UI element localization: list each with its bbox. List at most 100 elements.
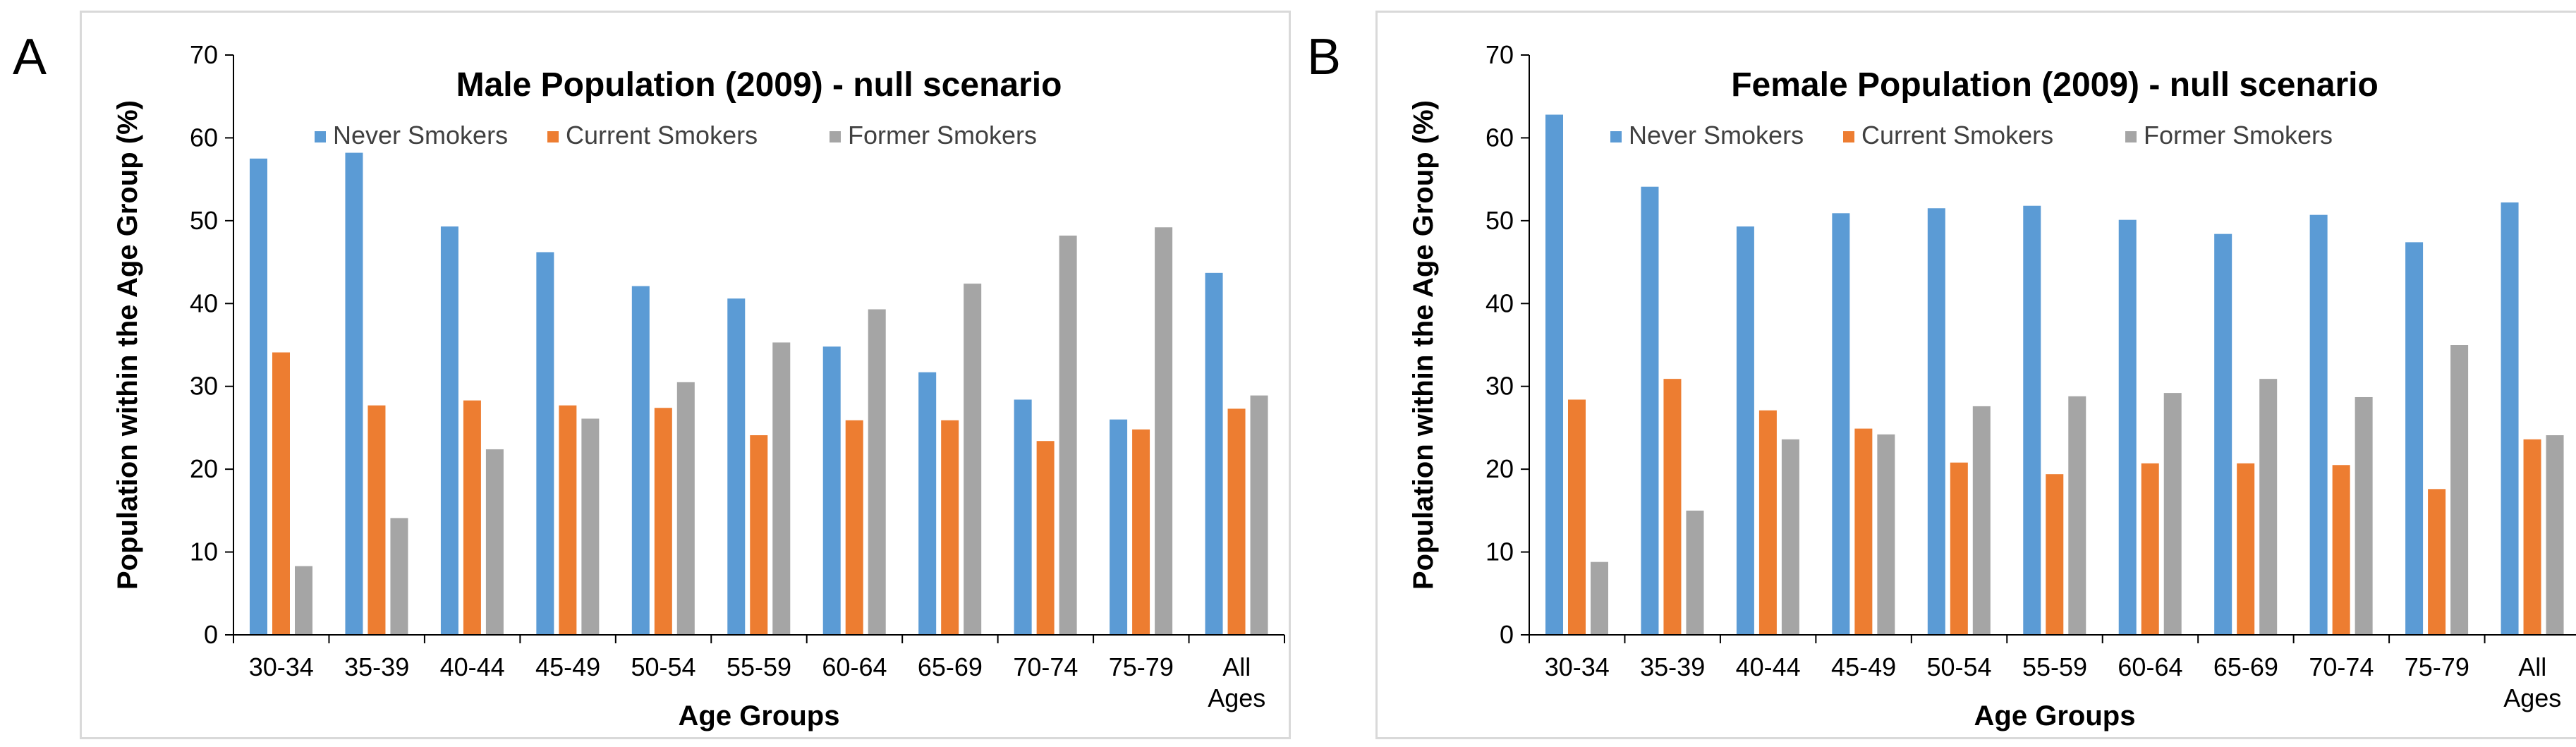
bar-current-smokers-45-49 bbox=[559, 405, 577, 635]
bar-current-smokers-40-44 bbox=[1758, 410, 1777, 635]
male-population-chart: 0 10 20 30 40 50 60 70 30-34 35-39 40-44 45-49 50-54… bbox=[112, 40, 1285, 731]
bar-never-smokers-60-64 bbox=[2118, 219, 2137, 635]
x-tick-label-45-49: 45-49 bbox=[1831, 652, 1896, 681]
bar-former-smokers-55-59 bbox=[2068, 396, 2086, 635]
y-axis-title: Population within the Age Group (%) bbox=[112, 100, 143, 590]
bar-former-smokers-60-64 bbox=[868, 309, 886, 635]
y-tick-label: 10 bbox=[1486, 538, 1514, 566]
legend-label-current-smokers: Current Smokers bbox=[1861, 121, 2053, 150]
bar-former-smokers-60-64 bbox=[2163, 393, 2182, 635]
x-tick-label-70-74: 70-74 bbox=[1013, 652, 1078, 681]
legend-swatch-former-smokers bbox=[2125, 131, 2137, 142]
bar-current-smokers-65-69 bbox=[941, 420, 959, 635]
legend-swatch-never-smokers bbox=[315, 131, 326, 142]
x-tick-label-60-64: 60-64 bbox=[822, 652, 887, 681]
y-tick-label: 70 bbox=[190, 40, 218, 69]
bar-former-smokers-30-34 bbox=[295, 566, 312, 635]
x-tick-label-30-34: 30-34 bbox=[1545, 652, 1610, 681]
bar-current-smokers-all-ages bbox=[2523, 439, 2541, 635]
x-tick-label-75-79: 75-79 bbox=[2405, 652, 2469, 681]
x-tick-label-55-59: 55-59 bbox=[2022, 652, 2087, 681]
panel-label-a: A bbox=[13, 29, 47, 85]
y-tick-label: 30 bbox=[190, 372, 218, 401]
panel-label-b: B bbox=[1307, 29, 1342, 85]
bar-never-smokers-65-69 bbox=[2214, 233, 2232, 635]
x-tick-label-30-34: 30-34 bbox=[249, 652, 314, 681]
y-tick-label: 30 bbox=[1486, 372, 1514, 401]
bar-former-smokers-45-49 bbox=[581, 418, 600, 635]
legend-label-former-smokers: Former Smokers bbox=[2144, 121, 2333, 150]
bar-never-smokers-30-34 bbox=[250, 158, 267, 636]
x-tick-label-35-39: 35-39 bbox=[344, 652, 409, 681]
bar-former-smokers-55-59 bbox=[772, 342, 791, 635]
bar-never-smokers-35-39 bbox=[1641, 186, 1659, 635]
bar-former-smokers-65-69 bbox=[2259, 379, 2278, 635]
y-tick-label: 70 bbox=[1486, 40, 1514, 69]
legend-label-never-smokers: Never Smokers bbox=[1629, 121, 1804, 150]
bar-current-smokers-60-64 bbox=[845, 420, 863, 635]
bar-former-smokers-75-79 bbox=[2450, 345, 2469, 635]
bar-former-smokers-all-ages bbox=[1250, 395, 1268, 635]
bar-never-smokers-55-59 bbox=[2023, 205, 2041, 636]
y-tick-label: 50 bbox=[190, 206, 218, 235]
bar-current-smokers-65-69 bbox=[2237, 463, 2255, 635]
bar-never-smokers-55-59 bbox=[727, 298, 746, 635]
bar-former-smokers-all-ages bbox=[2546, 435, 2564, 635]
x-tick-label-65-69: 65-69 bbox=[918, 652, 983, 681]
bar-current-smokers-35-39 bbox=[1663, 379, 1682, 635]
bar-former-smokers-70-74 bbox=[1059, 235, 1077, 636]
bar-current-smokers-30-34 bbox=[272, 352, 290, 635]
bar-never-smokers-60-64 bbox=[822, 346, 841, 635]
bar-never-smokers-50-54 bbox=[631, 286, 650, 635]
legend-label-former-smokers: Former Smokers bbox=[848, 121, 1037, 150]
y-tick-label: 20 bbox=[190, 454, 218, 483]
x-tick-label-45-49: 45-49 bbox=[535, 652, 600, 681]
legend-swatch-never-smokers bbox=[1610, 131, 1622, 142]
bar-current-smokers-60-64 bbox=[2141, 463, 2159, 635]
x-axis-title: Age Groups bbox=[1974, 700, 2136, 731]
bar-never-smokers-65-69 bbox=[918, 372, 937, 635]
bar-former-smokers-35-39 bbox=[1686, 510, 1704, 635]
bar-former-smokers-45-49 bbox=[1877, 434, 1895, 635]
chart-title: Male Population (2009) - null scenario bbox=[456, 66, 1062, 104]
bar-never-smokers-75-79 bbox=[2405, 242, 2424, 636]
y-tick-label: 40 bbox=[190, 289, 218, 317]
y-tick-label: 20 bbox=[1486, 454, 1514, 483]
bar-current-smokers-35-39 bbox=[367, 405, 386, 635]
y-tick-label: 40 bbox=[1486, 289, 1514, 317]
bar-never-smokers-all-ages bbox=[1205, 272, 1223, 635]
chart-panel-female: 0 10 20 30 40 50 60 70 30-34 35-39 40-44 45-49 50-54… bbox=[1375, 11, 2576, 739]
legend-label-never-smokers: Never Smokers bbox=[333, 121, 508, 150]
bar-never-smokers-all-ages bbox=[2501, 202, 2519, 636]
bar-current-smokers-50-54 bbox=[1950, 462, 1968, 635]
legend-swatch-former-smokers bbox=[830, 131, 841, 142]
x-tick-label-35-39: 35-39 bbox=[1640, 652, 1705, 681]
bar-never-smokers-70-74 bbox=[2309, 214, 2328, 635]
bar-never-smokers-50-54 bbox=[1927, 208, 1945, 635]
x-tick-label-55-59: 55-59 bbox=[727, 652, 791, 681]
bar-never-smokers-40-44 bbox=[1736, 226, 1754, 635]
bar-current-smokers-75-79 bbox=[2428, 489, 2446, 635]
y-tick-label: 10 bbox=[190, 538, 218, 566]
bar-current-smokers-all-ages bbox=[1227, 408, 1246, 635]
y-tick-label: 60 bbox=[190, 123, 218, 152]
bar-current-smokers-50-54 bbox=[654, 408, 672, 635]
bar-former-smokers-50-54 bbox=[1972, 406, 1991, 635]
legend-label-current-smokers: Current Smokers bbox=[566, 121, 758, 150]
y-tick-label: 0 bbox=[1500, 620, 1514, 649]
x-tick-label-75-79: 75-79 bbox=[1109, 652, 1174, 681]
female-population-chart: 0 10 20 30 40 50 60 70 30-34 35-39 40-44 45-49 50-54… bbox=[1408, 40, 2576, 731]
x-tick-label-all-ages: All Ages bbox=[2503, 652, 2561, 712]
bar-former-smokers-75-79 bbox=[1155, 227, 1173, 635]
chart-panel-male: 0 10 20 30 40 50 60 70 30-34 35-39 40-44 45-49 50-54… bbox=[80, 11, 1291, 739]
bar-never-smokers-75-79 bbox=[1110, 419, 1128, 635]
bar-never-smokers-45-49 bbox=[536, 252, 554, 636]
bar-former-smokers-35-39 bbox=[390, 518, 408, 635]
bar-never-smokers-40-44 bbox=[440, 226, 458, 635]
legend-swatch-current-smokers bbox=[547, 131, 559, 142]
y-tick-label: 50 bbox=[1486, 206, 1514, 235]
bar-former-smokers-50-54 bbox=[676, 382, 695, 635]
bar-current-smokers-75-79 bbox=[1132, 429, 1150, 635]
bar-current-smokers-45-49 bbox=[1854, 428, 1873, 635]
bar-former-smokers-40-44 bbox=[1781, 439, 1799, 635]
